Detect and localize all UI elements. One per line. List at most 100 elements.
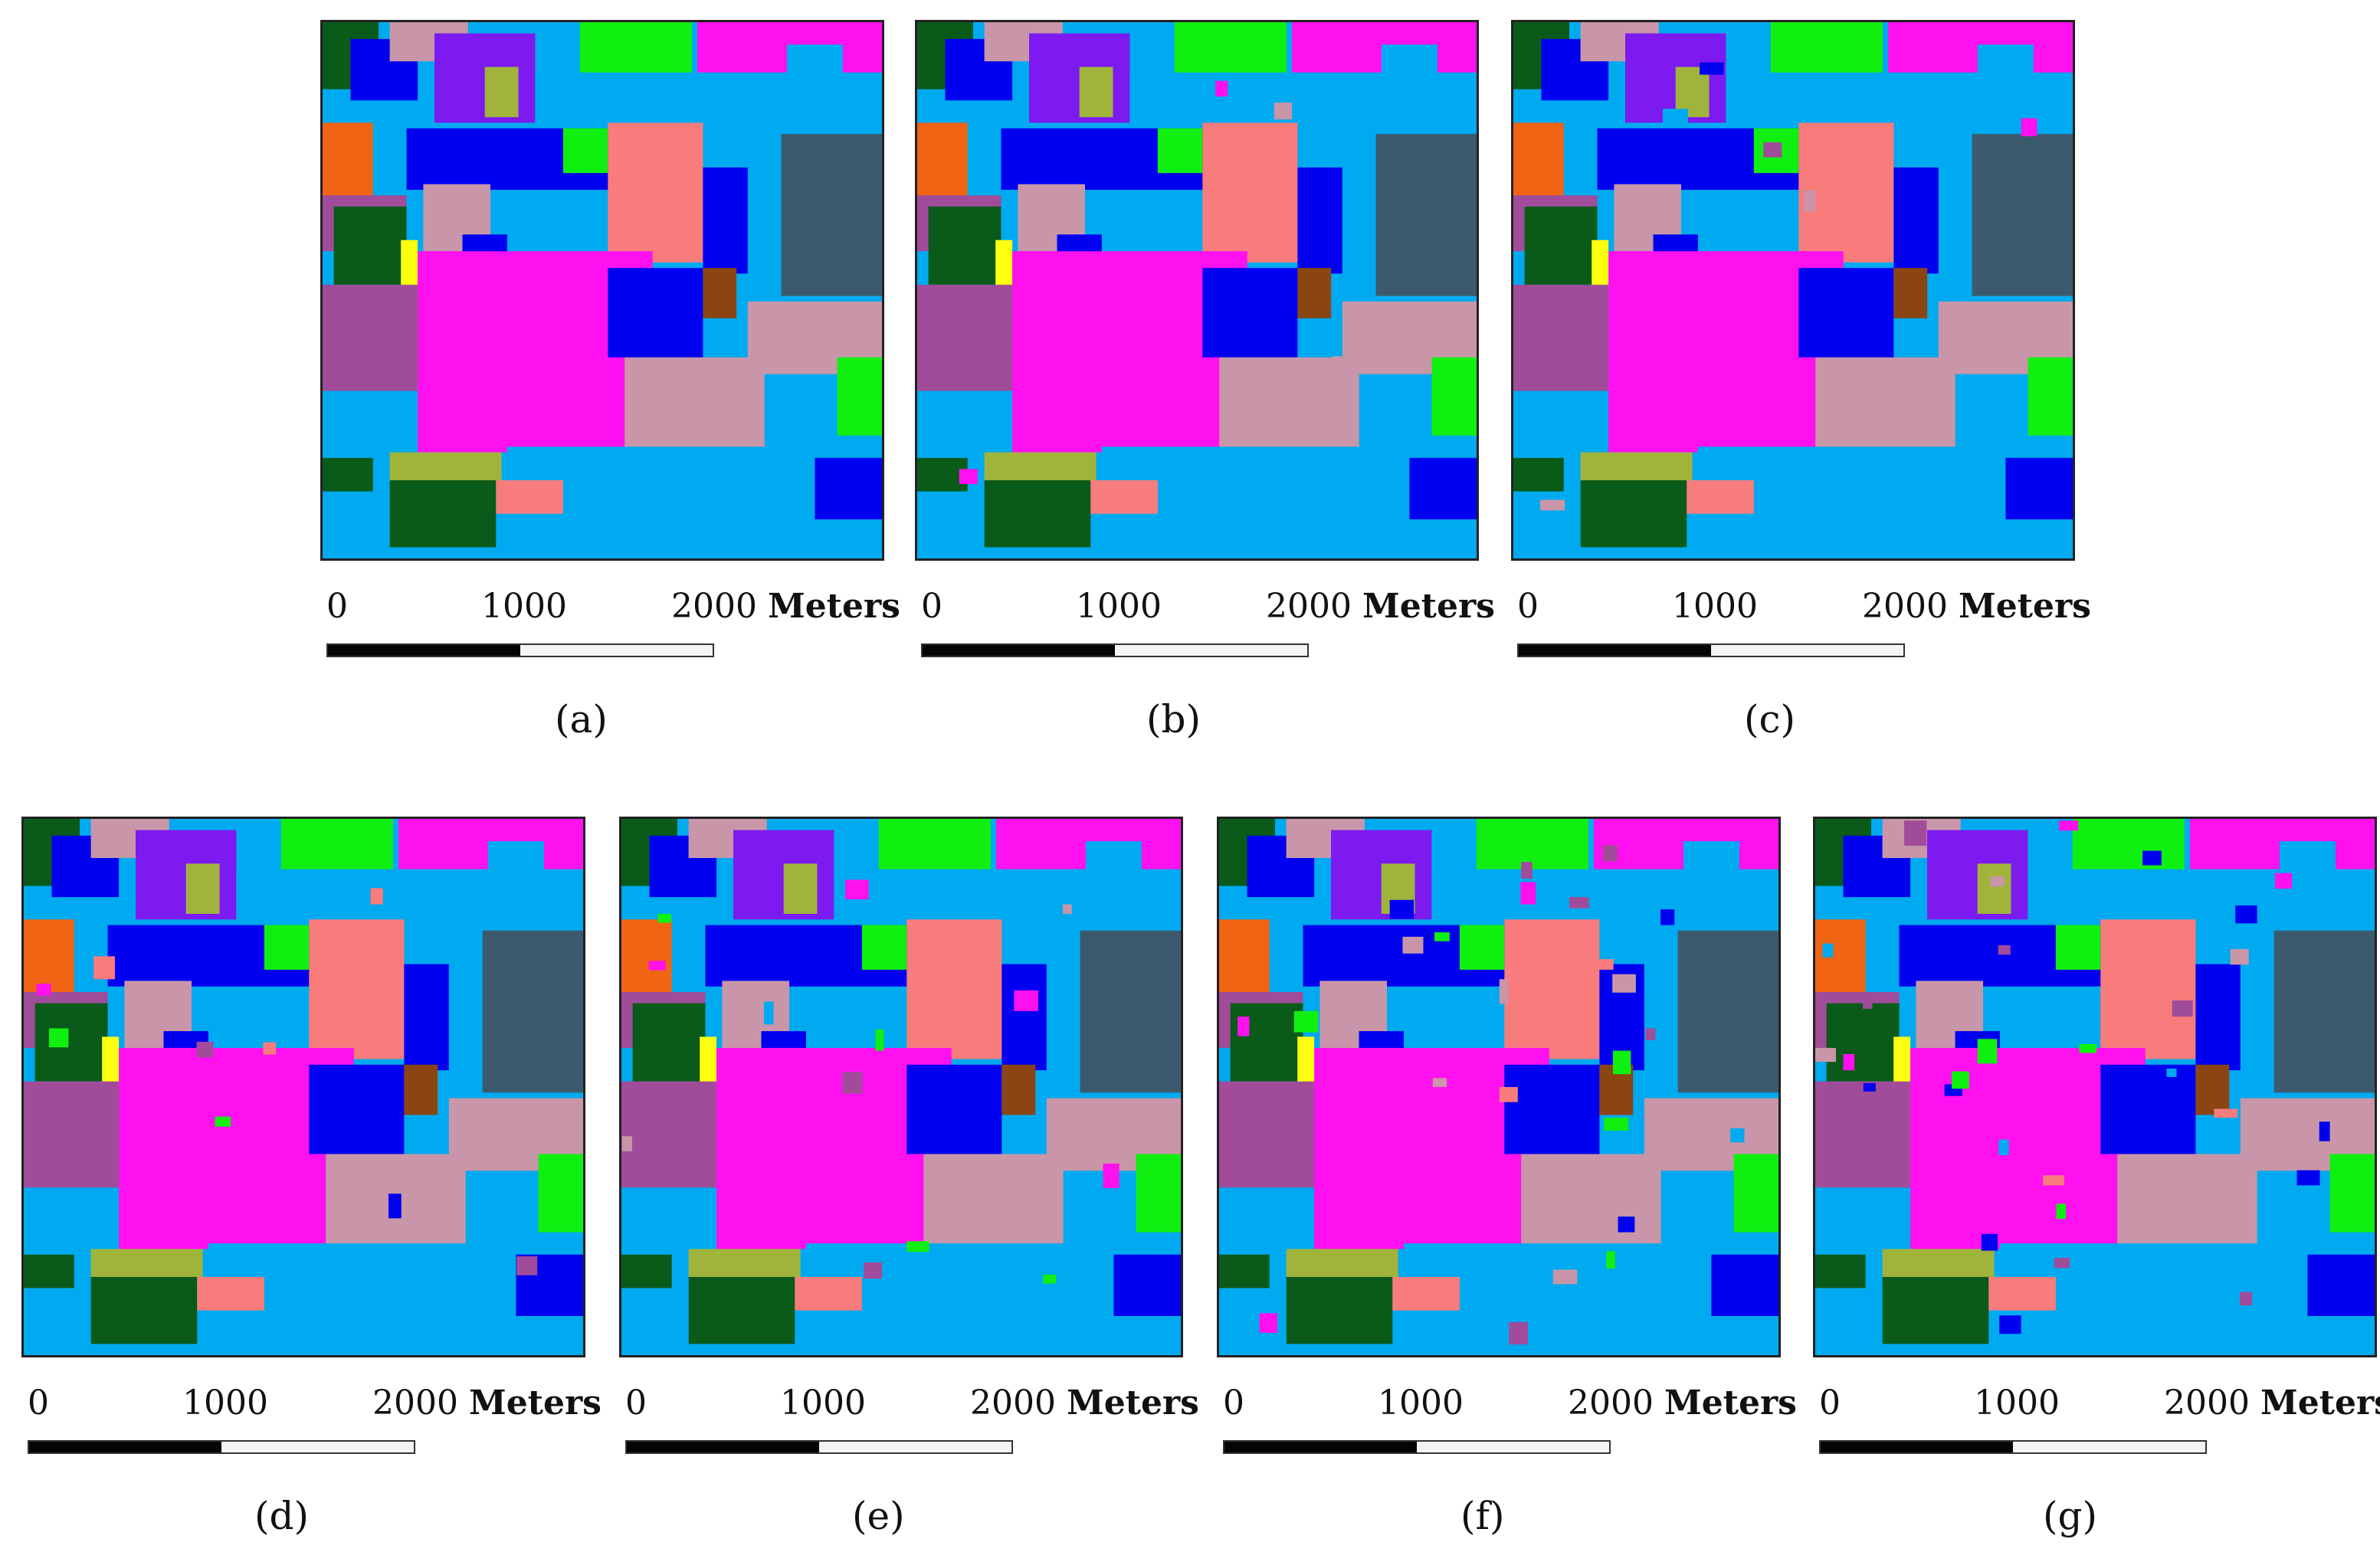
land-cover-speckle-blue — [1660, 909, 1675, 925]
scale-bar — [1223, 1440, 1611, 1454]
land-cover-speckle-sky-blue — [1822, 943, 1834, 958]
scale-bar-black-segment — [923, 645, 1115, 656]
classification-map-svg — [1513, 22, 2073, 558]
classification-map — [915, 20, 1479, 561]
land-cover-region-dark-green — [1580, 480, 1687, 548]
land-cover-speckle-mauve — [1990, 876, 2005, 887]
panel-caption: (b) — [1146, 697, 1201, 742]
scale-tick-2000: 2000 — [671, 587, 757, 626]
land-cover-region-purple — [1513, 284, 1609, 391]
land-cover-speckle-purple — [1904, 820, 1927, 846]
land-cover-region-green — [538, 1154, 583, 1233]
land-cover-speckle-blue — [1389, 899, 1415, 919]
land-cover-region-green — [1136, 1154, 1181, 1233]
scale-tick-1000: 1000 — [780, 1383, 866, 1423]
land-cover-speckle-pink-salmon — [93, 956, 115, 980]
land-cover-region-sky-blue — [1977, 44, 2034, 101]
land-cover-region-blue — [703, 167, 748, 274]
land-cover-speckle-sky-blue — [764, 1001, 774, 1025]
land-cover-speckle-sky-blue — [2166, 1068, 2177, 1077]
land-cover-speckle-purple — [1602, 845, 1618, 862]
land-cover-speckle-blue — [2296, 1170, 2320, 1186]
land-cover-region-green — [1459, 925, 1505, 970]
land-cover-speckle-magenta — [845, 879, 869, 899]
panel-caption: (d) — [254, 1494, 310, 1538]
land-cover-region-pink-salmon — [608, 123, 703, 263]
land-cover-region-pink-salmon — [309, 919, 405, 1059]
land-cover-region-slate — [781, 133, 882, 296]
land-cover-region-violet — [1331, 830, 1432, 920]
land-cover-region-olive — [1580, 452, 1693, 486]
land-cover-speckle-purple — [864, 1262, 883, 1279]
land-cover-speckle-purple — [2172, 1000, 2193, 1017]
land-cover-region-dark-green — [984, 480, 1091, 548]
scale-bar — [326, 643, 714, 657]
land-cover-speckle-purple — [516, 1256, 538, 1275]
land-cover-speckle-green — [1952, 1071, 1969, 1089]
land-cover-speckle-magenta — [959, 469, 978, 485]
panel-caption: (e) — [852, 1494, 905, 1538]
land-cover-region-dark-green — [1826, 1003, 1900, 1082]
scale-unit: Meters — [1362, 587, 1495, 626]
land-cover-region-brown — [703, 267, 737, 319]
land-cover-region-orange — [1219, 919, 1270, 993]
land-cover-speckle-blue — [1700, 62, 1724, 75]
scale-tick-2000: 2000 — [1266, 587, 1352, 626]
land-cover-region-dark-green — [90, 1276, 198, 1344]
land-cover-speckle-mauve — [1332, 356, 1342, 373]
land-cover-region-blue — [309, 1064, 405, 1154]
land-cover-region-dark-green — [1286, 1276, 1393, 1344]
land-cover-speckle-green — [2079, 1043, 2097, 1053]
land-cover-region-orange — [1513, 123, 1564, 196]
scale-tick-0: 0 — [326, 587, 348, 626]
land-cover-speckle-green — [48, 1028, 69, 1048]
classification-map — [619, 817, 1183, 1357]
scale-bar-black-segment — [1224, 1442, 1417, 1452]
panel-caption: (c) — [1744, 697, 1796, 742]
land-cover-speckle-magenta — [2275, 873, 2292, 889]
land-cover-speckle-purple — [1509, 1321, 1528, 1345]
classification-map-svg — [1219, 819, 1778, 1355]
scale-labels: 0 1000 2000 Meters — [915, 587, 1508, 633]
land-cover-speckle-blue — [2235, 905, 2257, 924]
land-cover-region-dark-green — [1230, 1003, 1303, 1082]
land-cover-speckle-mauve — [1540, 499, 1565, 511]
land-cover-region-yellow — [1297, 1036, 1315, 1093]
scale-tick-0: 0 — [28, 1383, 49, 1423]
scale-tick-1000: 1000 — [1076, 587, 1162, 626]
land-cover-region-green — [2028, 357, 2073, 436]
land-cover-speckle-mauve — [1804, 190, 1816, 212]
land-cover-region-pink-salmon — [906, 919, 1002, 1059]
land-cover-region-violet — [1927, 830, 2028, 920]
land-cover-region-pink-salmon — [1090, 480, 1158, 514]
scale-tick-2000: 2000 — [1568, 1383, 1654, 1423]
land-cover-speckle-pink-salmon — [263, 1042, 277, 1055]
land-cover-speckle-green — [906, 1241, 929, 1252]
land-cover-region-yellow — [401, 240, 418, 296]
land-cover-speckle-purple — [1763, 142, 1782, 158]
land-cover-region-green — [1431, 357, 1477, 436]
scale-unit: Meters — [767, 587, 900, 626]
land-cover-region-yellow — [995, 240, 1013, 296]
panel-caption: (g) — [2043, 1494, 2098, 1538]
land-cover-speckle-magenta — [648, 961, 666, 971]
scale-tick-2000: 2000 — [2164, 1383, 2250, 1423]
land-cover-region-violet — [1029, 33, 1130, 123]
land-cover-region-blue — [1297, 167, 1342, 274]
land-cover-speckle-mauve — [997, 1174, 1018, 1197]
land-cover-speckle-purple — [1521, 862, 1533, 879]
land-cover-speckle-blue — [2142, 850, 2162, 866]
land-cover-region-pink-salmon — [1392, 1276, 1460, 1311]
land-cover-region-yellow — [1592, 240, 1609, 296]
land-cover-region-olive — [783, 863, 818, 914]
land-cover-region-brown — [404, 1064, 438, 1115]
land-cover-speckle-magenta — [1238, 1017, 1250, 1036]
land-cover-region-purple — [1815, 1081, 1911, 1188]
land-cover-speckle-mauve — [1552, 1269, 1578, 1285]
land-cover-region-dark-green — [1815, 1254, 1866, 1288]
land-cover-region-pink-salmon — [795, 1276, 862, 1311]
panel-caption: (a) — [555, 697, 608, 742]
land-cover-speckle-blue — [1981, 1233, 1998, 1251]
land-cover-region-pink-salmon — [1988, 1276, 2056, 1311]
land-cover-region-dark-green — [1513, 457, 1564, 492]
